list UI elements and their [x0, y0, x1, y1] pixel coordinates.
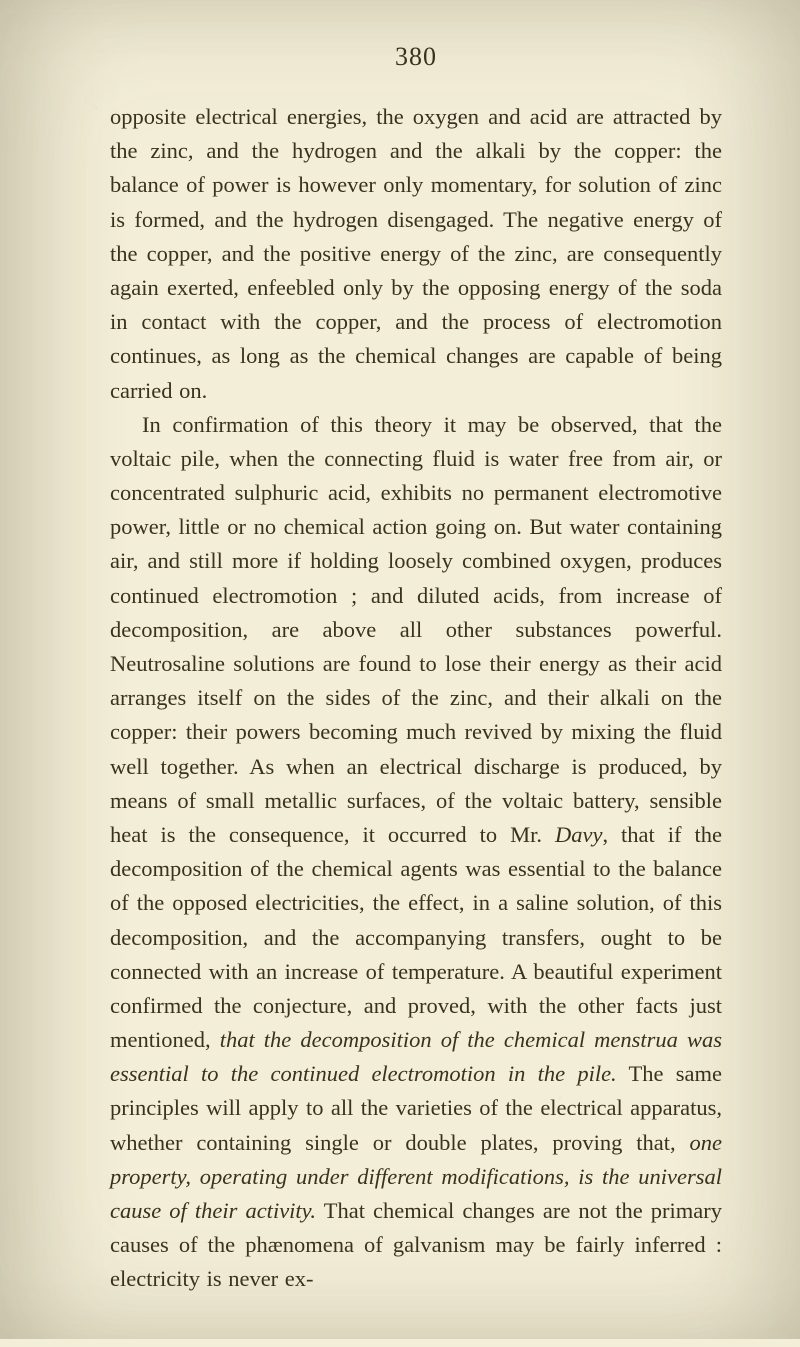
paragraph: opposite electrical energies, the oxygen…: [110, 100, 722, 408]
text-run: In confirmation of this theory it may be…: [110, 412, 722, 847]
body-text: opposite electrical energies, the oxygen…: [110, 100, 722, 1297]
text-run: , that if the decomposition of the chemi…: [110, 822, 722, 1052]
text-run: opposite electrical energies, the oxygen…: [110, 104, 722, 403]
page-container: 380 opposite electrical energies, the ox…: [0, 0, 800, 1347]
paragraph: In confirmation of this theory it may be…: [110, 408, 722, 1297]
italic-run: Davy: [555, 822, 602, 847]
page-number: 380: [110, 42, 722, 72]
